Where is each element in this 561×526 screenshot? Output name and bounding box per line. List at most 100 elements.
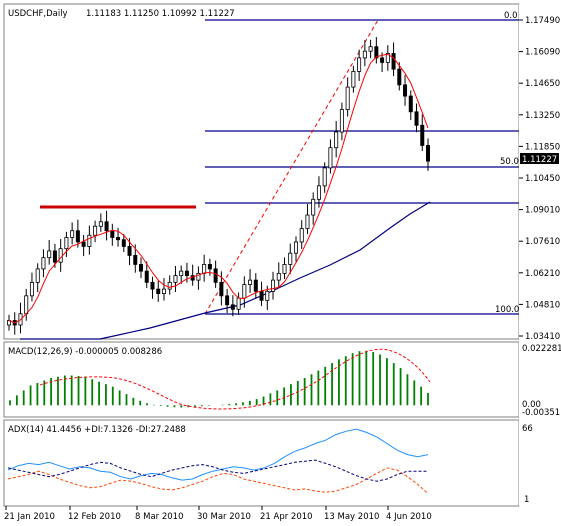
price-tick-label: 1.07610	[525, 237, 560, 247]
candle-body	[334, 131, 339, 149]
macd-tick-bottom: -0.00351	[522, 408, 560, 418]
candle	[408, 90, 413, 121]
macd-label: MACD(12,26,9) -0.000005 0.008286	[8, 347, 162, 357]
candle	[299, 220, 304, 249]
price-tick-label: 1.03410	[525, 332, 560, 342]
candle-body	[265, 290, 270, 301]
candle-body	[259, 290, 264, 301]
candle-body	[127, 246, 132, 256]
macd-panel[interactable]	[3, 341, 520, 418]
candle	[357, 49, 362, 82]
macd-tick-zero: 0.00	[522, 400, 541, 410]
candle-body	[299, 228, 304, 243]
candle-body	[408, 95, 413, 113]
candle-body	[75, 230, 80, 243]
candle-body	[139, 264, 144, 272]
candle-body	[230, 304, 235, 310]
candle	[368, 39, 373, 59]
candle-body	[207, 264, 212, 270]
candle	[311, 192, 316, 225]
candle-body	[362, 50, 367, 59]
candle-body	[328, 147, 333, 169]
fib-label-100: 100.0	[495, 305, 519, 315]
candle-body	[305, 214, 310, 229]
time-tick-label: 13 May 2010	[324, 512, 379, 522]
candle	[334, 120, 339, 158]
candle-body	[403, 84, 408, 97]
candle	[339, 102, 344, 141]
candle	[139, 257, 144, 279]
candle-body	[380, 57, 385, 63]
price-tick-label: 1.14650	[525, 79, 560, 89]
time-tick-label: 12 Feb 2010	[68, 512, 121, 522]
candle	[150, 276, 155, 299]
candle-body	[184, 270, 189, 277]
candle-body	[144, 270, 149, 283]
candle	[70, 222, 75, 245]
candle-body	[202, 264, 207, 274]
time-tick-label: 8 Mar 2010	[135, 512, 183, 522]
candle	[345, 77, 350, 117]
price-tick-label: 1.13250	[525, 111, 560, 121]
macd-histogram	[9, 350, 429, 408]
time-tick-label: 30 Mar 2010	[197, 512, 251, 522]
trend-line[interactable]	[204, 19, 379, 315]
candle-body	[173, 275, 178, 283]
candle-body	[311, 198, 316, 216]
candle	[81, 235, 86, 257]
candle	[362, 40, 367, 67]
fib-label-0: 0.0	[504, 11, 518, 21]
candle	[293, 236, 298, 262]
candle-body	[391, 53, 396, 70]
candle	[351, 65, 356, 93]
candle-body	[104, 221, 109, 232]
candle-body	[293, 241, 298, 254]
candle-body	[368, 46, 373, 52]
short-moving-average	[8, 53, 429, 324]
candle	[253, 273, 258, 299]
fibonacci-retracement[interactable]: 0.0 50.0 100.0	[205, 11, 519, 315]
candle	[271, 271, 276, 300]
candle	[93, 220, 98, 243]
candle-body	[35, 268, 40, 283]
price-axis	[519, 4, 559, 506]
candle	[425, 138, 430, 171]
candle-body	[81, 241, 86, 247]
candle-body	[52, 250, 57, 263]
price-tick-label: 1.09010	[525, 206, 560, 216]
candle-body	[87, 234, 92, 247]
candle-body	[357, 57, 362, 72]
adx-tick-top: 66	[522, 424, 533, 434]
candle	[385, 45, 390, 71]
price-tick-label: 1.11850	[525, 142, 560, 152]
candle-body	[161, 288, 166, 294]
minus-di-line	[7, 459, 428, 482]
candle-body	[133, 255, 138, 265]
candle	[248, 269, 253, 293]
time-tick-label: 4 Jun 2010	[386, 512, 432, 522]
adx-panel[interactable]	[3, 419, 520, 507]
candle	[322, 162, 327, 193]
price-tick-label: 1.06210	[525, 269, 560, 279]
macd-tick-top: 0.022281	[522, 344, 561, 354]
price-tick-label: 1.16090	[525, 48, 560, 58]
candle	[414, 103, 419, 133]
price-tick-label: 1.17490	[525, 16, 560, 26]
candle-body	[219, 281, 224, 297]
candle-body	[64, 237, 69, 250]
price-axis-ticks: 1.17490 1.16090 1.14650 1.13250 1.11850 1.104…	[519, 16, 560, 342]
candle-body	[196, 272, 201, 281]
candle-body	[225, 295, 230, 306]
candle	[41, 249, 46, 278]
candle-body	[414, 111, 419, 126]
candle-body	[98, 221, 103, 227]
candle	[87, 225, 92, 255]
candle-body	[345, 86, 350, 110]
candle-body	[70, 230, 75, 238]
price-tick-label: 1.04810	[525, 300, 560, 310]
candle	[161, 278, 166, 301]
candle	[47, 239, 52, 265]
candle	[225, 288, 230, 314]
adx-label: ADX(14) 41.4456 +DI:7.1326 -DI:27.2488	[8, 425, 186, 435]
adx-indicator	[7, 428, 429, 494]
